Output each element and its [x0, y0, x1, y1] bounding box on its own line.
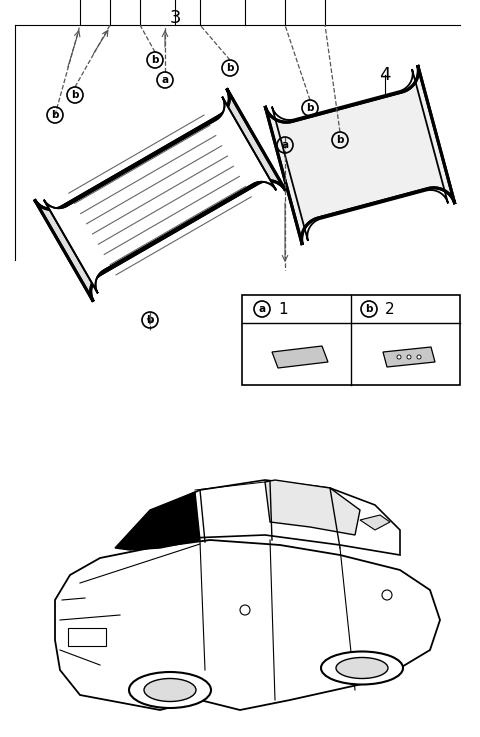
Ellipse shape: [129, 672, 211, 708]
Text: 1: 1: [278, 301, 288, 316]
Text: b: b: [336, 135, 344, 145]
Ellipse shape: [144, 679, 196, 702]
Text: b: b: [151, 55, 159, 65]
Polygon shape: [115, 492, 200, 550]
Polygon shape: [272, 346, 328, 368]
Text: b: b: [71, 90, 79, 100]
Circle shape: [397, 355, 401, 359]
Text: b: b: [306, 103, 314, 113]
Polygon shape: [130, 480, 400, 555]
Polygon shape: [383, 347, 435, 367]
Polygon shape: [44, 97, 276, 293]
Text: 4: 4: [379, 66, 391, 84]
Circle shape: [417, 355, 421, 359]
Text: b: b: [146, 315, 154, 325]
Polygon shape: [360, 515, 390, 530]
Circle shape: [407, 355, 411, 359]
Text: a: a: [161, 75, 168, 85]
Text: b: b: [365, 304, 373, 314]
Text: b: b: [226, 63, 234, 73]
Text: b: b: [51, 110, 59, 120]
Text: a: a: [258, 304, 265, 314]
Bar: [242, 295, 460, 385]
Polygon shape: [265, 65, 455, 245]
Text: 3: 3: [169, 9, 181, 27]
Text: 2: 2: [385, 301, 395, 316]
Bar: [68, 628, 106, 646]
Text: a: a: [281, 140, 288, 150]
Polygon shape: [35, 88, 286, 301]
Polygon shape: [265, 480, 360, 535]
Polygon shape: [55, 540, 440, 710]
Ellipse shape: [336, 657, 388, 679]
Ellipse shape: [321, 652, 403, 685]
